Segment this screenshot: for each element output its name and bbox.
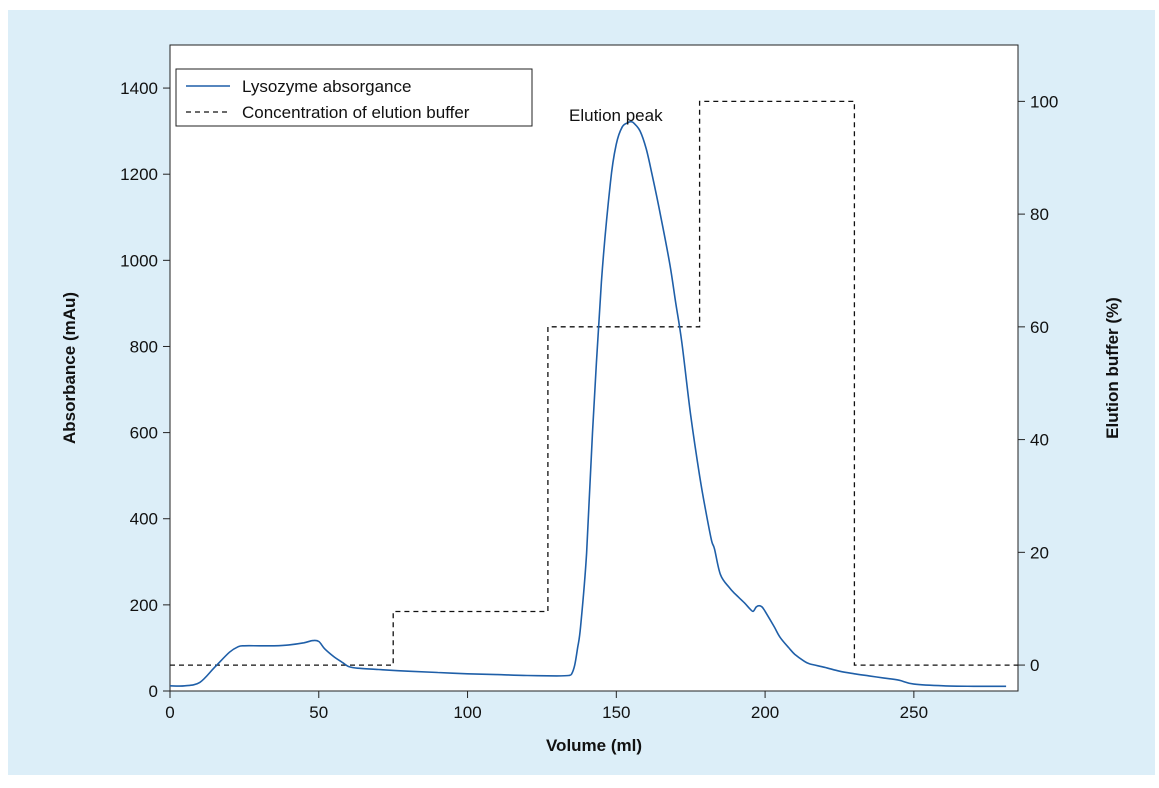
elution-peak-annotation: Elution peak [569,106,663,125]
y2-tick-label: 80 [1030,205,1049,224]
legend-box [175,68,533,127]
x-tick-label: 250 [900,703,928,722]
y2-tick-label: 40 [1030,431,1049,450]
y2-tick-label: 60 [1030,318,1049,337]
y2-tick-label: 100 [1030,92,1058,111]
y-tick-label: 1400 [120,79,158,98]
x-tick-label: 100 [453,703,481,722]
legend: Lysozyme absorgance Concentration of elu… [175,68,533,127]
y2-axis-ticks: 0 20 40 60 80 100 [1018,92,1058,675]
y-axis-ticks: 0 200 400 600 800 1000 1200 1400 [120,79,170,701]
y2-tick-label: 20 [1030,543,1049,562]
x-tick-label: 150 [602,703,630,722]
y-tick-label: 800 [130,337,158,356]
y-axis-title: Absorbance (mAu) [60,292,79,444]
plot-area [169,44,1019,692]
x-axis-ticks: 0 50 100 150 200 250 [165,691,928,722]
y2-axis-title: Elution buffer (%) [1103,297,1122,439]
x-tick-label: 50 [309,703,328,722]
y-tick-label: 400 [130,510,158,529]
legend-label-absorbance: Lysozyme absorgance [242,77,411,96]
y-tick-label: 0 [149,682,158,701]
y-tick-label: 200 [130,596,158,615]
y-tick-label: 1000 [120,251,158,270]
series-line-lysozyme-absorbance [169,120,1007,688]
y-tick-label: 600 [130,424,158,443]
legend-label-elution-buffer: Concentration of elution buffer [242,103,470,122]
x-tick-label: 0 [165,703,174,722]
x-axis-title: Volume (ml) [546,736,642,755]
x-tick-label: 200 [751,703,779,722]
y-tick-label: 1200 [120,165,158,184]
series-line-elution-buffer [170,100,1018,666]
y2-tick-label: 0 [1030,656,1039,675]
